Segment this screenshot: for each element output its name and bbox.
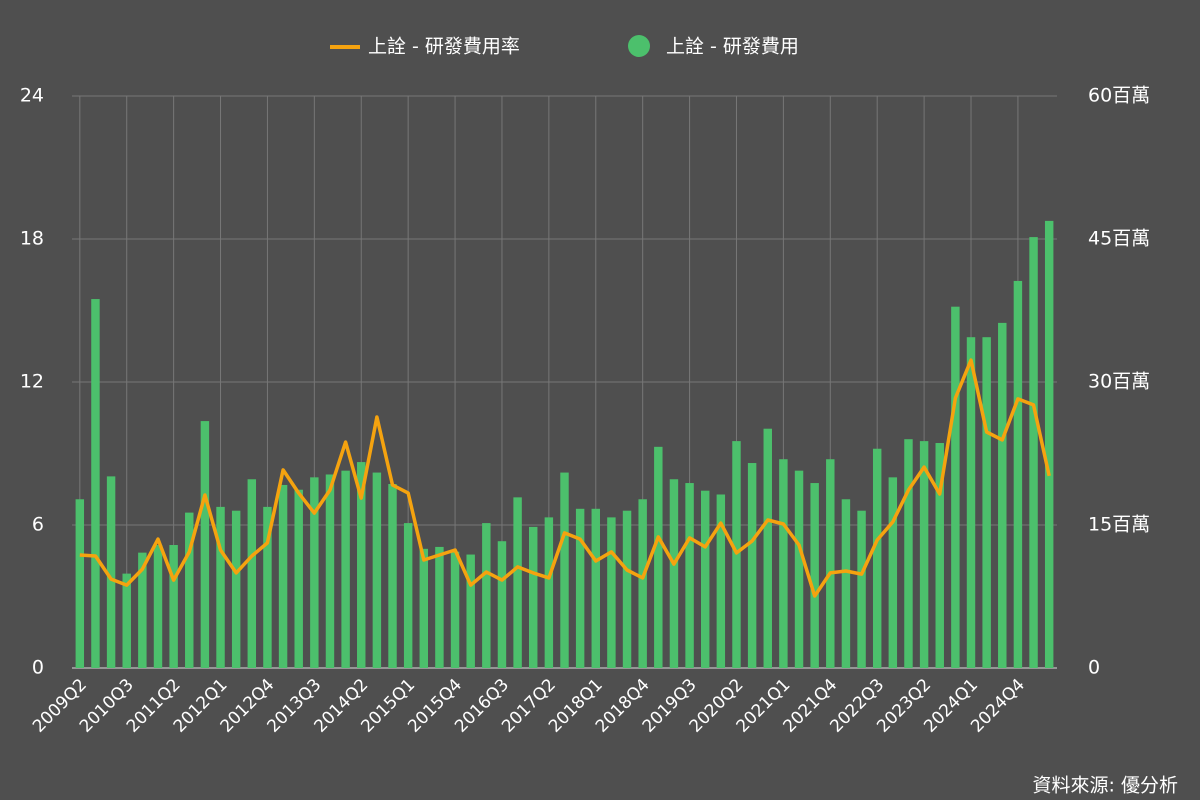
bar — [794, 470, 804, 668]
bar — [872, 448, 882, 668]
bar — [388, 484, 397, 668]
bar — [247, 479, 257, 668]
bar — [529, 526, 538, 668]
line — [79, 358, 1051, 598]
y-tick-label: 12 — [20, 371, 44, 393]
bar — [685, 483, 694, 668]
bar — [560, 472, 569, 668]
bar — [607, 517, 616, 668]
bar — [106, 476, 116, 668]
bar — [904, 439, 913, 668]
bar — [654, 446, 663, 668]
y2-tick-label: 15百萬 — [1088, 514, 1150, 536]
bar — [747, 463, 757, 668]
bar — [419, 548, 429, 668]
bar — [497, 541, 507, 668]
bar — [216, 506, 225, 668]
y-tick-label: 18 — [20, 228, 44, 250]
bar — [763, 428, 772, 668]
bar — [435, 546, 444, 668]
bar — [372, 472, 382, 668]
bar — [638, 499, 647, 668]
bar — [544, 517, 554, 668]
bar — [779, 459, 788, 668]
bar — [826, 459, 835, 668]
bar — [357, 462, 366, 668]
bar — [231, 510, 241, 668]
bar — [622, 510, 632, 668]
bar — [138, 552, 147, 668]
legend-swatch — [628, 35, 650, 57]
bar — [966, 337, 976, 668]
bar — [919, 441, 929, 668]
source: 資料來源: 優分析 — [1033, 775, 1178, 797]
bar — [857, 510, 866, 668]
bar — [169, 545, 178, 668]
bar — [200, 421, 210, 668]
bar — [278, 484, 288, 668]
legend-label: 上詮 - 研發費用 — [666, 36, 799, 58]
bar — [716, 494, 726, 668]
y2-tick-label: 30百萬 — [1088, 371, 1150, 393]
bar — [153, 545, 163, 668]
bar — [841, 499, 851, 668]
bar — [122, 573, 131, 668]
bar — [810, 483, 819, 668]
y2-tick-label: 45百萬 — [1088, 228, 1150, 250]
bar — [669, 479, 679, 668]
bar — [513, 497, 522, 668]
bar — [263, 506, 272, 668]
bar — [575, 508, 585, 668]
bar — [700, 490, 710, 668]
bar — [75, 499, 85, 668]
bar — [482, 523, 491, 668]
bar — [450, 551, 460, 668]
bar — [998, 322, 1007, 668]
bar — [888, 477, 898, 668]
y-tick-label: 0 — [32, 657, 44, 679]
bar — [982, 337, 991, 668]
y-tick-label: 24 — [20, 85, 44, 107]
bar — [1044, 220, 1054, 669]
y2-tick-label: 60百萬 — [1088, 85, 1150, 107]
bar — [591, 508, 600, 668]
bar — [310, 477, 319, 668]
bar — [185, 512, 194, 668]
bar — [466, 554, 475, 668]
bar — [341, 470, 350, 668]
bar — [325, 474, 335, 668]
bar — [951, 306, 960, 668]
y-tick-label: 6 — [32, 514, 44, 536]
legend-label: 上詮 - 研發費用率 — [368, 36, 520, 58]
bar — [403, 523, 413, 668]
bar — [294, 489, 303, 668]
y2-tick-label: 0 — [1088, 657, 1100, 679]
bar — [91, 299, 100, 668]
bar — [1013, 280, 1023, 668]
bar — [1029, 237, 1038, 669]
bar — [935, 443, 944, 668]
